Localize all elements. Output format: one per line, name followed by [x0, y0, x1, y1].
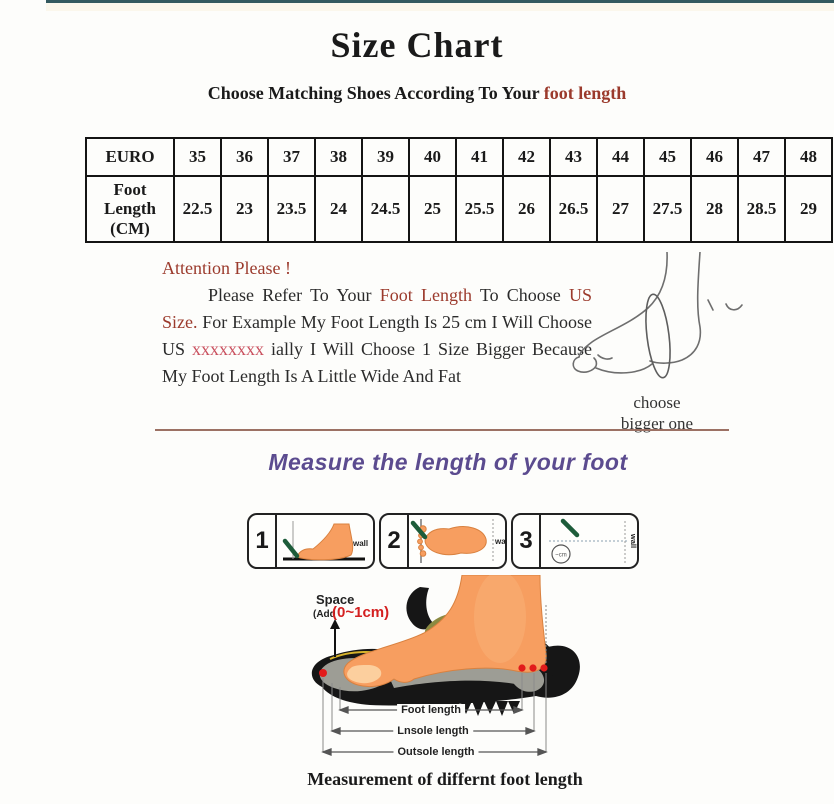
foot-length-cell: 24 — [314, 175, 363, 243]
euro-size-cell: 44 — [596, 137, 645, 177]
footlength-row-label: Foot Length (CM) — [85, 175, 175, 243]
attention-text-segment: For Example My Foot Length Is 25 cm I Wi… — [162, 312, 592, 359]
top-accent-bar — [46, 0, 834, 3]
euro-size-cell: 41 — [455, 137, 504, 177]
euro-size-cell: 37 — [267, 137, 316, 177]
space-label: Space — [316, 592, 355, 607]
attention-heading: Attention Please ! — [162, 258, 291, 278]
size-table: EURO 35 36 37 38 39 40 41 42 43 44 45 46… — [85, 137, 833, 243]
step2-illustration: wall — [410, 519, 505, 563]
shoe-measurement-diagram: Space (Add (0~1cm) Foot length Lnsole le… — [300, 575, 590, 767]
footprint-icon — [417, 525, 487, 557]
foot-length-cell: 28 — [690, 175, 739, 243]
green-pen-icon — [410, 520, 428, 540]
measure-point-dots — [319, 664, 548, 677]
euro-size-cell: 36 — [220, 137, 269, 177]
attention-block: Attention Please ! Please Refer To Your … — [162, 258, 592, 390]
measure-steps-row: 1 wall 2 — [247, 513, 639, 569]
page-title: Size Chart — [330, 25, 504, 65]
space-arrow-icon — [330, 619, 340, 657]
foot-length-cell: 22.5 — [173, 175, 222, 243]
attention-text-segment: Please Refer To Your — [208, 285, 380, 305]
attention-highlight-foot-length: Foot Length — [379, 285, 472, 305]
shoe-diagram-art — [311, 575, 580, 756]
green-pen-icon — [282, 538, 300, 559]
wall-label: wall — [352, 539, 368, 548]
euro-size-cell: 43 — [549, 137, 598, 177]
euro-size-cell: 47 — [737, 137, 786, 177]
euro-size-cell: 46 — [690, 137, 739, 177]
wall-label: wall — [629, 533, 637, 548]
subtitle: Choose Matching Shoes According To Your … — [0, 83, 834, 104]
foot-length-cell: 25 — [408, 175, 457, 243]
step-number: 3 — [513, 515, 541, 567]
insole-length-label: Lnsole length — [393, 725, 473, 737]
sketch-caption: choose bigger one — [620, 393, 694, 433]
foot-length-cell: 25.5 — [455, 175, 504, 243]
euro-row-label: EURO — [85, 137, 175, 177]
foot-side-icon — [296, 523, 354, 561]
size-table-row-footlength: Foot Length (CM) 22.5 23 23.5 24 24.5 25… — [85, 175, 833, 243]
foot-length-cell: 26 — [502, 175, 551, 243]
euro-size-cell: 35 — [173, 137, 222, 177]
foot-length-cell: 27.5 — [643, 175, 692, 243]
measure-step-panel-3: 3 ~cm wall — [511, 513, 639, 569]
step1-illustration: wall — [282, 521, 368, 561]
top-cream-strip — [46, 3, 834, 11]
attention-censored-x: xxxxxxxx — [192, 339, 265, 359]
subtitle-text: Choose Matching Shoes According To Your — [207, 83, 544, 103]
attention-paragraph: Please Refer To Your Foot Length To Choo… — [162, 282, 592, 390]
foot-icon — [343, 575, 547, 688]
attention-highlight-us-size: US Size. — [162, 285, 593, 332]
euro-size-cell: 40 — [408, 137, 457, 177]
euro-size-cell: 48 — [784, 137, 833, 177]
euro-size-cell: 39 — [361, 137, 410, 177]
foot-length-cell: 26.5 — [549, 175, 598, 243]
foot-sketch-drawing — [572, 252, 743, 379]
foot-length-cell: 24.5 — [361, 175, 410, 243]
footer-caption: Measurement of differnt foot length — [307, 769, 583, 789]
step-number: 2 — [381, 515, 409, 567]
foot-outline-icon — [572, 252, 743, 374]
attention-text-segment: ially I Will Choose 1 Size Bigger Becaus… — [162, 339, 592, 386]
tape-measure-icon — [551, 544, 571, 564]
space-range-label: (0~1cm) — [332, 604, 390, 621]
section-divider — [155, 429, 729, 431]
euro-size-cell: 38 — [314, 137, 363, 177]
foot-length-cell: 29 — [784, 175, 833, 243]
attention-text-segment: To Choose — [471, 285, 569, 305]
foot-length-cell: 23.5 — [267, 175, 316, 243]
foot-length-cell: 27 — [596, 175, 645, 243]
measure-step-panel-1: 1 wall — [247, 513, 375, 569]
foot-length-cell: 23 — [220, 175, 269, 243]
outsole-length-label: Outsole length — [393, 746, 479, 758]
measure-section-heading: Measure the length of your foot — [268, 449, 628, 475]
size-table-row-euro: EURO 35 36 37 38 39 40 41 42 43 44 45 46… — [85, 137, 833, 177]
measuring-loop-icon — [645, 293, 671, 379]
foot-length-cell: 28.5 — [737, 175, 786, 243]
tape-measure-label: ~cm — [555, 553, 567, 559]
green-pen-icon — [560, 518, 580, 538]
space-add-label: (Add — [313, 609, 336, 620]
foot-length-label: Foot length — [397, 704, 465, 716]
wall-label: wall — [494, 537, 505, 546]
measure-step-panel-2: 2 wall — [379, 513, 507, 569]
step-number: 1 — [249, 515, 277, 567]
subtitle-highlight: foot length — [543, 83, 627, 103]
euro-size-cell: 45 — [643, 137, 692, 177]
guide-lines — [322, 605, 547, 752]
step3-illustration: ~cm wall — [549, 518, 637, 564]
euro-size-cell: 42 — [502, 137, 551, 177]
